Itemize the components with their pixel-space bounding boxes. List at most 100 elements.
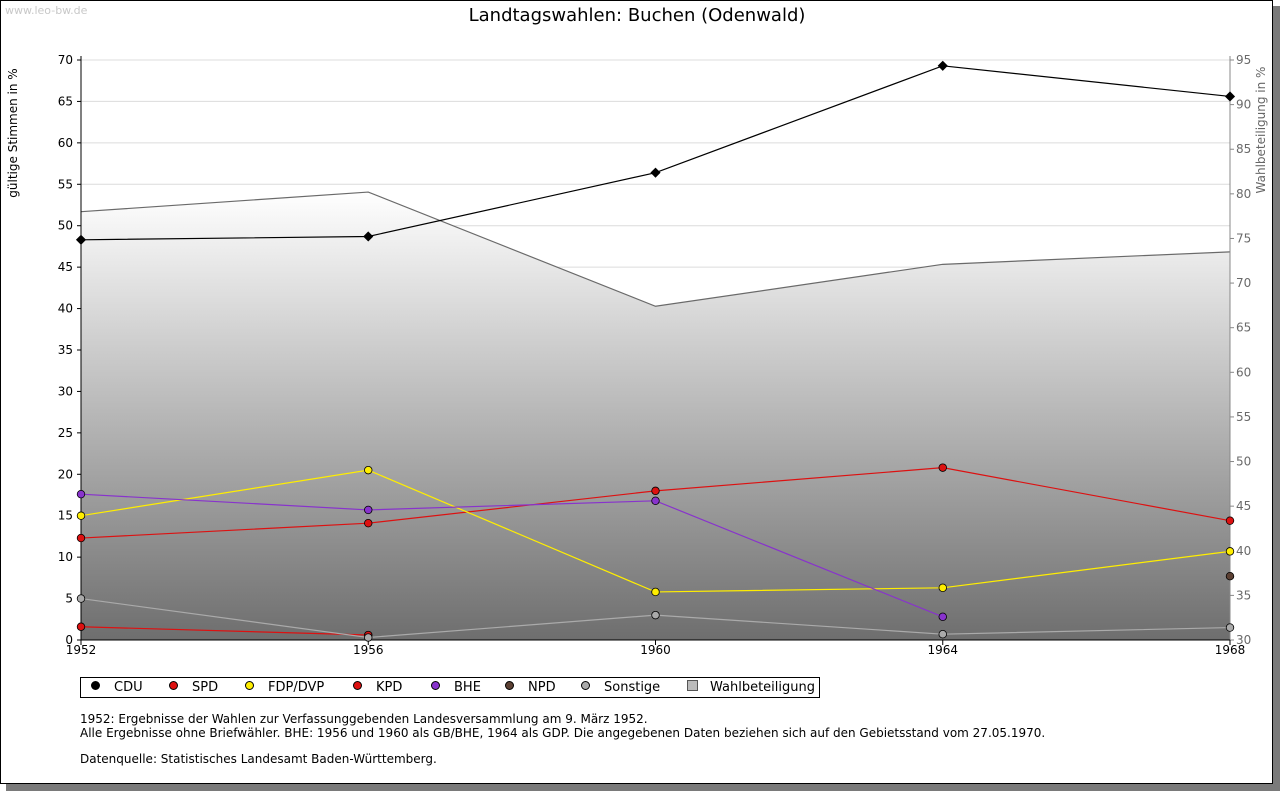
y2-tick-label-75: 75 xyxy=(1236,231,1251,245)
y-tick-label-0: 0 xyxy=(65,633,73,647)
y-tick-label-40: 40 xyxy=(58,302,73,316)
point-fdp-dvp-1968 xyxy=(1225,547,1235,556)
point-spd-1952 xyxy=(76,533,86,543)
legend-label-spd: SPD xyxy=(192,680,219,695)
chart-notes: 1952: Ergebnisse der Wahlen zur Verfassu… xyxy=(80,712,1046,740)
legend-label-sonstige: Sonstige xyxy=(604,680,661,695)
legend-item-npd: NPD xyxy=(505,680,556,695)
series-line-bhe xyxy=(80,493,943,618)
legend-marker-wahlbeteiligung xyxy=(687,680,698,691)
x-tick-label-1964: 1964 xyxy=(927,643,958,657)
y-tick-label-5: 5 xyxy=(65,592,73,606)
legend-label-wahlbeteiligung: Wahlbeteiligung xyxy=(710,680,816,695)
point-sonstige-1968 xyxy=(1225,623,1235,632)
legend-label-bhe: BHE xyxy=(454,680,481,695)
legend: CDU SPD FDP/DVP KPD BHE NPD Sonstige Wah… xyxy=(80,677,820,698)
legend-label-npd: NPD xyxy=(528,680,556,695)
y2-tick-label-35: 35 xyxy=(1236,588,1251,602)
turnout-area-layer xyxy=(80,191,1231,641)
legend-marker-kpd xyxy=(353,681,362,690)
y2-tick-label-55: 55 xyxy=(1236,410,1251,424)
point-bhe-1952 xyxy=(76,489,86,499)
point-fdp-dvp-1952 xyxy=(76,511,86,520)
legend-marker-bhe xyxy=(431,681,440,690)
legend-marker-spd xyxy=(169,681,178,690)
point-bhe-1956 xyxy=(364,505,373,515)
legend-item-cdu: CDU xyxy=(91,680,143,695)
point-bhe-1964 xyxy=(938,612,947,621)
x-tick-label-1968: 1968 xyxy=(1215,643,1246,657)
point-bhe-1960 xyxy=(651,496,660,505)
x-tick-label-1956: 1956 xyxy=(353,643,384,657)
point-fdp-dvp-1960 xyxy=(651,587,660,597)
series-layer xyxy=(75,60,1236,642)
point-spd-1964 xyxy=(938,463,947,472)
y2-tick-label-90: 90 xyxy=(1236,98,1251,112)
watermark: www.leo-bw.de xyxy=(5,4,88,17)
point-npd-1968 xyxy=(1225,572,1235,581)
turnout-line xyxy=(80,191,1231,307)
series-line-kpd xyxy=(80,626,369,636)
y-tick-label-10: 10 xyxy=(58,550,73,564)
legend-label-fdp-dvp: FDP/DVP xyxy=(268,680,325,695)
legend-marker-npd xyxy=(505,681,514,690)
legend-label-kpd: KPD xyxy=(376,680,403,695)
y2-tick-label-85: 85 xyxy=(1236,142,1251,156)
legend-item-spd: SPD xyxy=(169,680,218,695)
y-tick-label-20: 20 xyxy=(58,467,73,481)
y2-tick-label-80: 80 xyxy=(1236,187,1251,201)
y2-tick-label-70: 70 xyxy=(1236,276,1251,290)
point-spd-1956 xyxy=(364,518,373,528)
y2-tick-label-40: 40 xyxy=(1236,544,1251,558)
y2-tick-label-95: 95 xyxy=(1236,53,1251,67)
legend-item-kpd: KPD xyxy=(353,680,402,695)
y-tick-label-60: 60 xyxy=(58,136,73,150)
point-sonstige-1956 xyxy=(364,633,373,642)
legend-item-fdp-dvp: FDP/DVP xyxy=(245,680,324,695)
y-tick-label-30: 30 xyxy=(58,384,73,398)
y2-axis-label: Wahlbeteiligung in % xyxy=(1254,67,1268,194)
y-tick-label-45: 45 xyxy=(58,260,73,274)
line-chart: Landtagswahlen: Buchen (Odenwald) gültig… xyxy=(6,5,1268,657)
turnout-area xyxy=(81,192,1230,641)
legend-label-cdu: CDU xyxy=(114,680,143,695)
point-cdu-1964 xyxy=(937,60,948,71)
point-kpd-1952 xyxy=(76,622,86,631)
point-sonstige-1960 xyxy=(651,610,660,620)
legend-item-sonstige: Sonstige xyxy=(581,680,660,695)
chart-title: Landtagswahlen: Buchen (Odenwald) xyxy=(469,5,806,26)
y-tick-label-70: 70 xyxy=(58,53,73,67)
axes: 0 5 10 15 20 25 30 35 40 45 50 55 60 65 70 30 35 40 45 50 55… xyxy=(58,53,1252,657)
frame-shadow-right xyxy=(1273,6,1280,791)
y2-tick-label-45: 45 xyxy=(1236,499,1251,513)
y2-tick-label-65: 65 xyxy=(1236,321,1251,335)
point-sonstige-1964 xyxy=(938,630,947,639)
point-cdu-1960 xyxy=(650,167,661,178)
y-tick-label-50: 50 xyxy=(58,219,73,233)
point-cdu-1956 xyxy=(363,231,374,242)
data-source: Datenquelle: Statistisches Landesamt Bad… xyxy=(80,752,437,766)
point-sonstige-1952 xyxy=(76,594,86,603)
note-line-1: 1952: Ergebnisse der Wahlen zur Verfassu… xyxy=(80,712,648,726)
y-tick-label-15: 15 xyxy=(58,509,73,523)
legend-marker-fdp-dvp xyxy=(245,681,254,690)
x-tick-label-1960: 1960 xyxy=(640,643,671,657)
y-tick-label-65: 65 xyxy=(58,94,73,108)
frame-shadow-bottom xyxy=(6,784,1280,791)
note-line-2: Alle Ergebnisse ohne Briefwähler. BHE: 1… xyxy=(80,725,1046,740)
y2-tick-label-60: 60 xyxy=(1236,365,1251,379)
legend-marker-sonstige xyxy=(581,681,590,690)
y-axis-label: gültige Stimmen in % xyxy=(6,68,20,197)
point-fdp-dvp-1956 xyxy=(364,465,373,475)
x-tick-label-1952: 1952 xyxy=(66,643,97,657)
point-cdu-1968 xyxy=(1224,91,1236,102)
y-tick-label-55: 55 xyxy=(58,177,73,191)
point-spd-1960 xyxy=(651,486,660,496)
y-tick-label-25: 25 xyxy=(58,426,73,440)
legend-item-bhe: BHE xyxy=(431,680,481,695)
y2-tick-label-50: 50 xyxy=(1236,455,1251,469)
y-tick-label-35: 35 xyxy=(58,343,73,357)
point-cdu-1952 xyxy=(75,234,87,245)
legend-item-wahlbeteiligung: Wahlbeteiligung xyxy=(687,680,815,695)
y2-tick-label-30: 30 xyxy=(1236,633,1251,647)
